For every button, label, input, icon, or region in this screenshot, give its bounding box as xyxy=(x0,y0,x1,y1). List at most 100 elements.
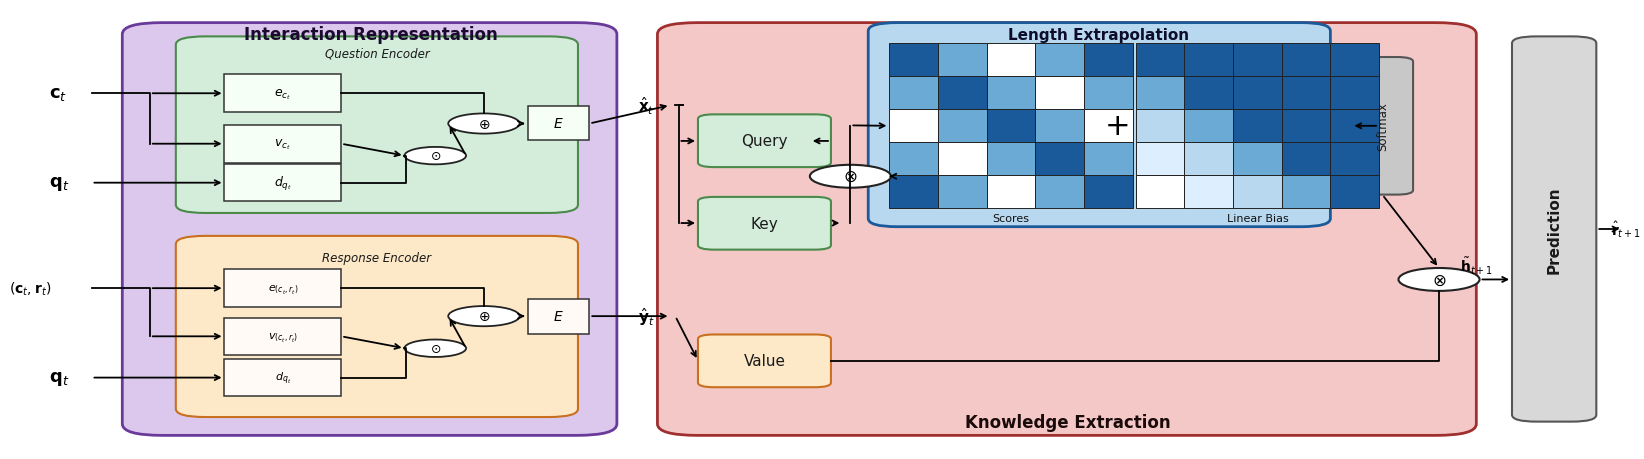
Bar xyxy=(1036,176,1083,209)
Bar xyxy=(889,176,939,209)
Circle shape xyxy=(404,340,467,357)
FancyBboxPatch shape xyxy=(225,270,342,307)
Bar xyxy=(1282,176,1330,209)
Bar xyxy=(889,110,939,143)
Bar xyxy=(986,110,1036,143)
Text: $\hat{\mathbf{y}}_t$: $\hat{\mathbf{y}}_t$ xyxy=(638,306,654,327)
Text: Prediction: Prediction xyxy=(1547,186,1562,273)
Text: $\odot$: $\odot$ xyxy=(429,150,441,163)
Bar xyxy=(1184,176,1233,209)
Circle shape xyxy=(449,306,520,326)
Text: Key: Key xyxy=(751,216,778,231)
Bar xyxy=(1083,176,1133,209)
Text: $\mathbf{c}_t$: $\mathbf{c}_t$ xyxy=(49,85,67,103)
Bar xyxy=(1083,143,1133,176)
Text: $(\mathbf{c}_t,\mathbf{r}_t)$: $(\mathbf{c}_t,\mathbf{r}_t)$ xyxy=(8,280,51,297)
Circle shape xyxy=(1399,269,1480,291)
Text: Length Extrapolation: Length Extrapolation xyxy=(1008,28,1189,43)
FancyBboxPatch shape xyxy=(528,300,589,334)
Text: $e_{(c_t,r_t)}$: $e_{(c_t,r_t)}$ xyxy=(268,282,298,295)
Bar xyxy=(1083,110,1133,143)
Bar xyxy=(1184,44,1233,77)
Bar xyxy=(1136,110,1184,143)
Bar xyxy=(1330,110,1379,143)
Bar xyxy=(889,77,939,110)
Bar xyxy=(1330,176,1379,209)
Text: $\mathbf{q}_t$: $\mathbf{q}_t$ xyxy=(49,369,69,387)
Bar xyxy=(986,176,1036,209)
Text: Query: Query xyxy=(741,134,787,149)
FancyBboxPatch shape xyxy=(225,75,342,113)
Bar xyxy=(939,176,986,209)
Text: Question Encoder: Question Encoder xyxy=(324,48,429,61)
Text: $v_{c_t}$: $v_{c_t}$ xyxy=(275,137,291,151)
FancyBboxPatch shape xyxy=(225,318,342,355)
Bar xyxy=(939,44,986,77)
Bar xyxy=(1282,143,1330,176)
Bar xyxy=(986,44,1036,77)
Text: Response Encoder: Response Encoder xyxy=(322,252,431,264)
Bar xyxy=(1136,77,1184,110)
Bar xyxy=(1036,110,1083,143)
Text: Linear Bias: Linear Bias xyxy=(1226,213,1289,224)
Text: $d_{q_t}$: $d_{q_t}$ xyxy=(275,369,291,386)
FancyBboxPatch shape xyxy=(122,23,616,436)
Text: $v_{(c_t,r_t)}$: $v_{(c_t,r_t)}$ xyxy=(268,330,298,343)
Bar xyxy=(1036,77,1083,110)
FancyBboxPatch shape xyxy=(699,115,830,168)
Bar xyxy=(986,77,1036,110)
Bar xyxy=(1233,77,1282,110)
Bar xyxy=(1136,143,1184,176)
Text: Interaction Representation: Interaction Representation xyxy=(243,26,496,44)
Text: $\mathbf{q}_t$: $\mathbf{q}_t$ xyxy=(49,174,69,192)
Bar xyxy=(1233,143,1282,176)
Bar xyxy=(1184,77,1233,110)
Bar xyxy=(1282,77,1330,110)
FancyBboxPatch shape xyxy=(528,107,589,141)
Bar xyxy=(1233,44,1282,77)
Text: Value: Value xyxy=(743,353,786,368)
Bar xyxy=(939,77,986,110)
Bar xyxy=(889,143,939,176)
Text: $E$: $E$ xyxy=(552,310,564,324)
Text: Softmax: Softmax xyxy=(1376,102,1389,151)
Bar xyxy=(1233,110,1282,143)
Bar xyxy=(1036,143,1083,176)
Text: $\hat{\mathbf{x}}_t$: $\hat{\mathbf{x}}_t$ xyxy=(638,95,654,117)
FancyBboxPatch shape xyxy=(225,126,342,163)
FancyBboxPatch shape xyxy=(1351,58,1414,195)
Bar xyxy=(939,110,986,143)
Text: Scores: Scores xyxy=(993,213,1029,224)
Bar xyxy=(1036,44,1083,77)
Circle shape xyxy=(404,148,467,165)
Bar xyxy=(1282,110,1330,143)
FancyBboxPatch shape xyxy=(699,197,830,250)
Bar xyxy=(1184,110,1233,143)
Text: $\otimes$: $\otimes$ xyxy=(843,168,858,186)
Bar xyxy=(1083,44,1133,77)
Bar xyxy=(1282,44,1330,77)
FancyBboxPatch shape xyxy=(176,37,579,213)
Bar xyxy=(986,143,1036,176)
FancyBboxPatch shape xyxy=(868,23,1330,227)
Text: $d_{q_t}$: $d_{q_t}$ xyxy=(275,174,293,192)
Bar xyxy=(1136,176,1184,209)
Bar xyxy=(1233,176,1282,209)
Text: $\odot$: $\odot$ xyxy=(429,342,441,355)
Text: $\otimes$: $\otimes$ xyxy=(1432,271,1447,289)
Text: Knowledge Extraction: Knowledge Extraction xyxy=(965,413,1171,431)
Bar xyxy=(889,44,939,77)
Circle shape xyxy=(449,114,520,134)
Text: $\oplus$: $\oplus$ xyxy=(478,117,490,131)
Bar xyxy=(1330,44,1379,77)
Bar xyxy=(1184,143,1233,176)
Text: $\tilde{\mathbf{h}}_{t+1}$: $\tilde{\mathbf{h}}_{t+1}$ xyxy=(1460,256,1493,277)
Text: $\hat{\mathbf{r}}_{t+1}$: $\hat{\mathbf{r}}_{t+1}$ xyxy=(1611,219,1641,240)
Bar xyxy=(1136,44,1184,77)
Text: $\oplus$: $\oplus$ xyxy=(478,309,490,324)
Bar xyxy=(1330,77,1379,110)
FancyBboxPatch shape xyxy=(699,335,830,387)
FancyBboxPatch shape xyxy=(225,164,342,202)
Text: $e_{c_t}$: $e_{c_t}$ xyxy=(275,87,291,101)
FancyBboxPatch shape xyxy=(658,23,1476,436)
